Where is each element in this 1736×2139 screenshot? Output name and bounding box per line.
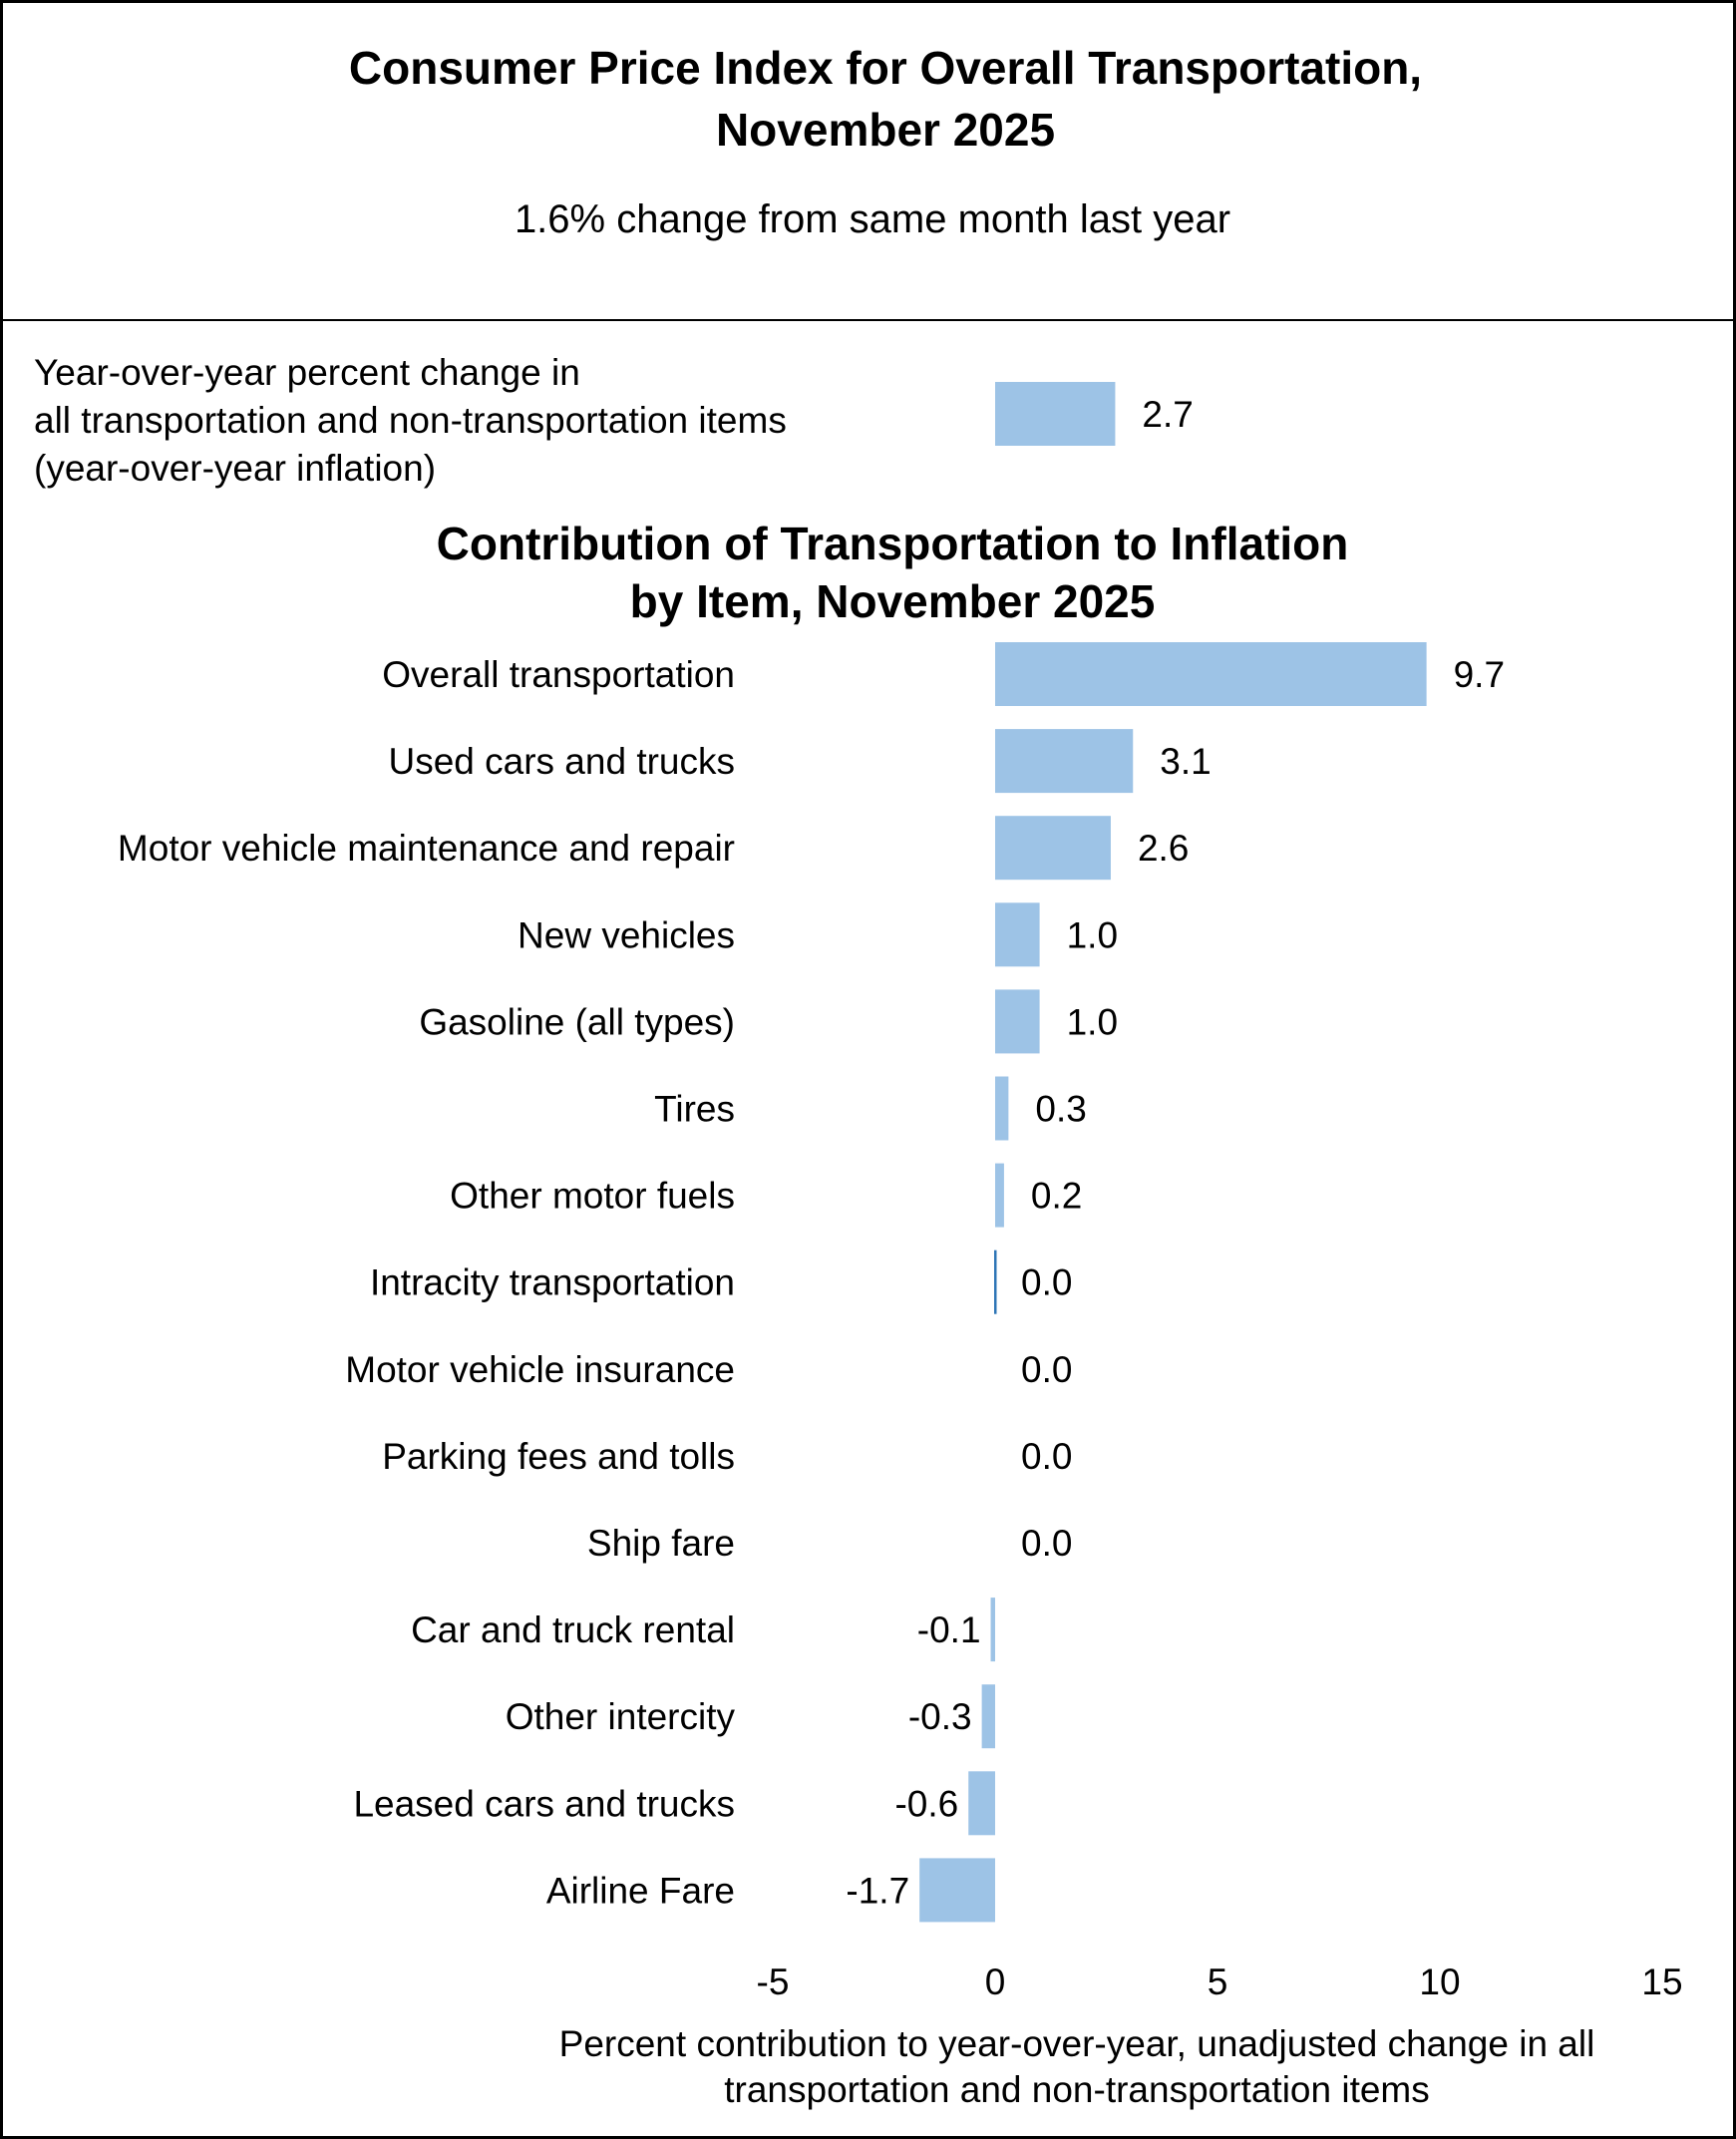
value-label: 0.0: [1021, 1523, 1072, 1564]
x-axis-label-line-2: transportation and non-transportation it…: [724, 2069, 1430, 2110]
bar: [995, 1163, 1004, 1228]
bar: [995, 816, 1111, 881]
x-axis-label-line-1: Percent contribution to year-over-year, …: [559, 2023, 1595, 2064]
headline-label-line-1: Year-over-year percent change in: [34, 352, 580, 393]
value-label: 3.1: [1160, 741, 1211, 782]
bar: [994, 1249, 997, 1314]
x-tick-label: 0: [985, 1961, 1006, 2002]
value-label: 0.0: [1021, 1349, 1072, 1390]
category-label: Motor vehicle maintenance and repair: [118, 828, 735, 869]
value-label: -1.7: [846, 1870, 909, 1911]
value-label: 1.0: [1067, 1001, 1118, 1042]
chart-title-line-1: Contribution of Transportation to Inflat…: [437, 518, 1349, 569]
category-label: New vehicles: [518, 914, 735, 955]
chart-title-line-2: by Item, November 2025: [630, 575, 1156, 627]
title-line-1: Consumer Price Index for Overall Transpo…: [349, 42, 1422, 94]
category-label: Airline Fare: [546, 1870, 735, 1911]
value-label: 1.0: [1067, 914, 1118, 955]
x-tick-label: 15: [1641, 1961, 1682, 2002]
bar: [990, 1598, 995, 1662]
bar: [995, 729, 1134, 794]
x-tick-label: -5: [757, 1961, 790, 2002]
headline-label-line-3: (year-over-year inflation): [34, 448, 436, 489]
value-label: 2.6: [1138, 828, 1189, 869]
value-label: 9.7: [1454, 654, 1505, 695]
category-label: Other intercity: [506, 1696, 736, 1737]
category-label: Tires: [654, 1089, 735, 1130]
bar: [995, 902, 1040, 967]
bar: [968, 1771, 995, 1836]
category-label: Ship fare: [587, 1523, 735, 1564]
value-label: 0.3: [1035, 1089, 1086, 1130]
value-label: -0.6: [894, 1783, 958, 1824]
bar: [919, 1858, 995, 1923]
value-label: 0.2: [1031, 1176, 1082, 1217]
subtitle: 1.6% change from same month last year: [515, 197, 1230, 241]
x-tick-label: 5: [1208, 1961, 1228, 2002]
title-line-2: November 2025: [716, 104, 1055, 156]
headline-bar: [995, 382, 1116, 446]
bar: [981, 1684, 995, 1749]
value-label: 0.0: [1021, 1262, 1072, 1303]
x-tick-label: 10: [1419, 1961, 1460, 2002]
value-label: 0.0: [1021, 1436, 1072, 1477]
category-label: Intracity transportation: [370, 1262, 735, 1303]
category-label: Car and truck rental: [411, 1609, 735, 1650]
bar: [995, 989, 1040, 1054]
category-label: Leased cars and trucks: [353, 1783, 735, 1824]
value-label: -0.3: [908, 1696, 972, 1737]
bar: [995, 642, 1427, 706]
category-label: Gasoline (all types): [419, 1001, 735, 1042]
category-label: Motor vehicle insurance: [345, 1349, 735, 1390]
category-label: Other motor fuels: [450, 1176, 735, 1217]
category-label: Used cars and trucks: [388, 741, 735, 782]
bar: [995, 1076, 1009, 1141]
value-label: -0.1: [917, 1609, 981, 1650]
headline-label-line-2: all transportation and non-transportatio…: [34, 400, 787, 441]
category-label: Overall transportation: [382, 654, 735, 695]
category-label: Parking fees and tolls: [382, 1436, 735, 1477]
headline-value-label: 2.7: [1142, 394, 1193, 435]
